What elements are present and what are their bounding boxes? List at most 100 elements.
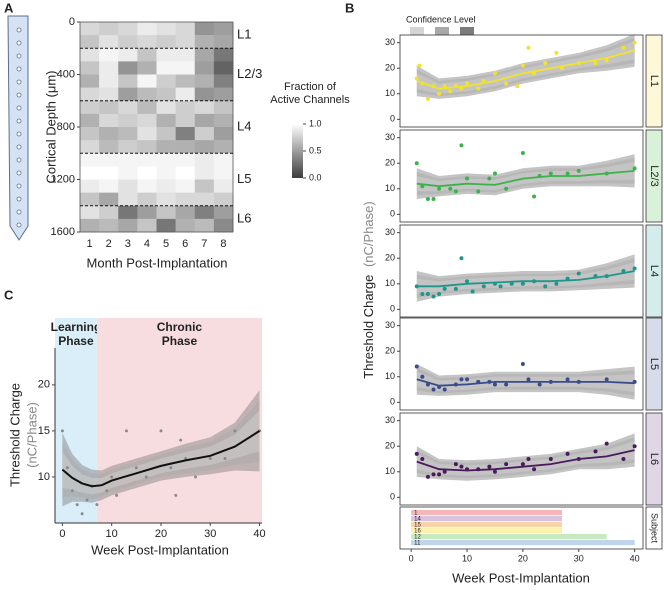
data-point [509, 281, 514, 286]
y-tick-label: 20 [385, 158, 395, 168]
subject-label: 14 [414, 517, 421, 523]
data-point [476, 86, 481, 91]
heatmap-cell [99, 48, 119, 62]
data-point [459, 377, 464, 382]
data-point [420, 374, 425, 379]
heatmap-cell [194, 218, 215, 233]
heatmap-cell [156, 22, 176, 36]
heatmap-cell [156, 87, 176, 102]
data-point [437, 472, 442, 477]
heatmap-cell [156, 192, 176, 207]
data-point [520, 362, 525, 366]
heatmap-cell [194, 22, 215, 36]
heatmap-cell [194, 74, 215, 88]
data-point [504, 186, 509, 191]
y-tick-label: 800 [57, 121, 75, 133]
heatmap-cell [175, 74, 196, 88]
heatmap-cell [175, 87, 196, 102]
facet-label: L2/3 [648, 165, 660, 186]
data-point [515, 84, 520, 89]
data-point [526, 457, 531, 461]
y-tick-label: 0 [69, 16, 75, 28]
heatmap-cell [175, 127, 196, 141]
data-point [465, 377, 470, 382]
confidence-band [416, 258, 635, 298]
heatmap-cell [156, 153, 176, 167]
subject-label: 16 [414, 529, 421, 535]
data-point [448, 89, 453, 94]
fit-line [416, 49, 635, 90]
data-point [465, 176, 470, 181]
data-point [459, 143, 464, 148]
heatmap-cell [194, 166, 215, 180]
subject-label: 11 [414, 541, 421, 547]
heatmap-cell [99, 179, 119, 193]
y-axis-label: Threshold Charge [7, 383, 22, 487]
y-tick-label: 0 [390, 209, 395, 219]
x-tick-label: 5 [163, 238, 169, 250]
heatmap-cell [137, 22, 157, 36]
heatmap-cell [194, 35, 215, 49]
heatmap-cell [194, 140, 215, 154]
data-point [554, 50, 559, 55]
data-point [425, 292, 430, 296]
y-tick-label: 10 [385, 88, 395, 98]
heatmap-cell [80, 166, 100, 180]
colorbar-title: Fraction of [284, 81, 337, 93]
data-point [437, 292, 442, 296]
layer-label: L1 [237, 27, 251, 42]
heatmap-cell [156, 140, 176, 154]
phase-label: Learning [51, 320, 102, 334]
facet-strip [645, 412, 663, 506]
fit-line [416, 170, 635, 188]
heatmap-cell [80, 179, 100, 193]
y-tick-label: 0 [390, 492, 395, 502]
confidence-band [62, 410, 260, 495]
facet-label: L5 [648, 358, 660, 370]
data-point [526, 377, 531, 382]
data-point [526, 45, 531, 50]
probe-contacts [16, 27, 22, 228]
heatmap-cell [99, 218, 119, 233]
phase-region [96, 318, 263, 523]
data-point [532, 467, 537, 472]
x-axis-label: Week Post-Implantation [452, 570, 590, 585]
y-tick-label: 10 [385, 371, 395, 381]
panel-label: C [4, 287, 14, 302]
heatmap-cell [137, 113, 157, 128]
heatmap-cell [156, 74, 176, 88]
data-point [621, 457, 626, 461]
confidence-band [416, 437, 635, 479]
data-point [520, 151, 525, 155]
facet-label: L4 [648, 265, 660, 277]
heatmap-cell [194, 100, 215, 115]
data-point [453, 462, 458, 467]
probe-shank [7, 15, 29, 241]
heatmap-cell [99, 61, 119, 75]
facet-strip [645, 317, 663, 411]
heatmap-cell [80, 192, 100, 207]
heatmap-cell [118, 205, 138, 220]
data-point [632, 444, 637, 449]
heatmap-cell [194, 48, 215, 62]
heatmap-cell [156, 166, 176, 180]
data-point [492, 71, 497, 76]
data-point [431, 387, 436, 392]
data-point [576, 271, 581, 276]
heatmap-cell [156, 205, 176, 220]
heatmap-cell [156, 100, 176, 115]
data-point [548, 171, 553, 176]
y-tick-label: 10 [385, 183, 395, 193]
data-point [134, 466, 138, 470]
subject-label: 12 [414, 535, 421, 541]
y-tick-label: 20 [385, 63, 395, 73]
data-point [537, 382, 542, 387]
data-point [115, 493, 119, 497]
subject-bar [411, 522, 562, 528]
x-tick-label: 10 [462, 553, 472, 563]
heatmap-cell [137, 74, 157, 88]
y-tick-label: 1600 [51, 226, 75, 238]
data-point [459, 464, 464, 469]
data-point [65, 466, 69, 470]
data-point [554, 281, 559, 286]
